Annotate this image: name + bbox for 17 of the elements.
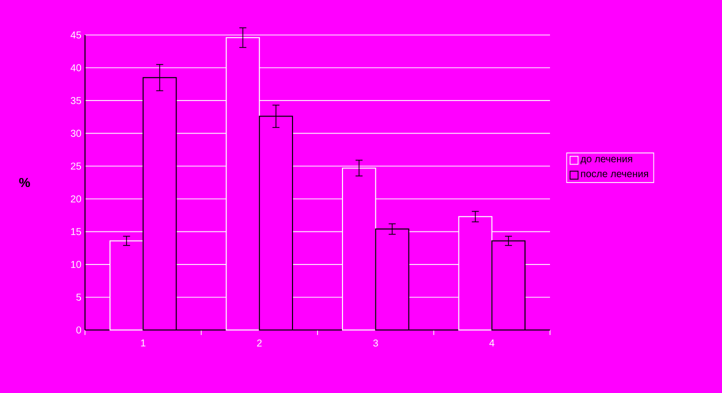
legend-label: после лечения [581, 172, 648, 178]
y-tick-label: 15 [71, 228, 82, 236]
x-tick-label: 1 [141, 340, 146, 346]
y-tick-label: 0 [76, 326, 82, 334]
legend-label: до лечения [580, 156, 632, 164]
y-tick-label: 35 [70, 97, 82, 104]
y-tick-label: 45 [70, 32, 82, 38]
y-tick-label: 30 [70, 130, 82, 137]
y-tick-label: 40 [70, 64, 82, 72]
y-axis-title: % [19, 178, 30, 188]
x-tick-label: 3 [373, 340, 378, 347]
x-tick-label: 2 [257, 340, 262, 346]
x-tick-label: 4 [489, 340, 494, 346]
y-tick-label: 5 [76, 294, 82, 301]
y-tick-label: 20 [70, 195, 82, 202]
y-tick-label: 10 [71, 260, 82, 268]
y-tick-label: 25 [70, 162, 82, 170]
